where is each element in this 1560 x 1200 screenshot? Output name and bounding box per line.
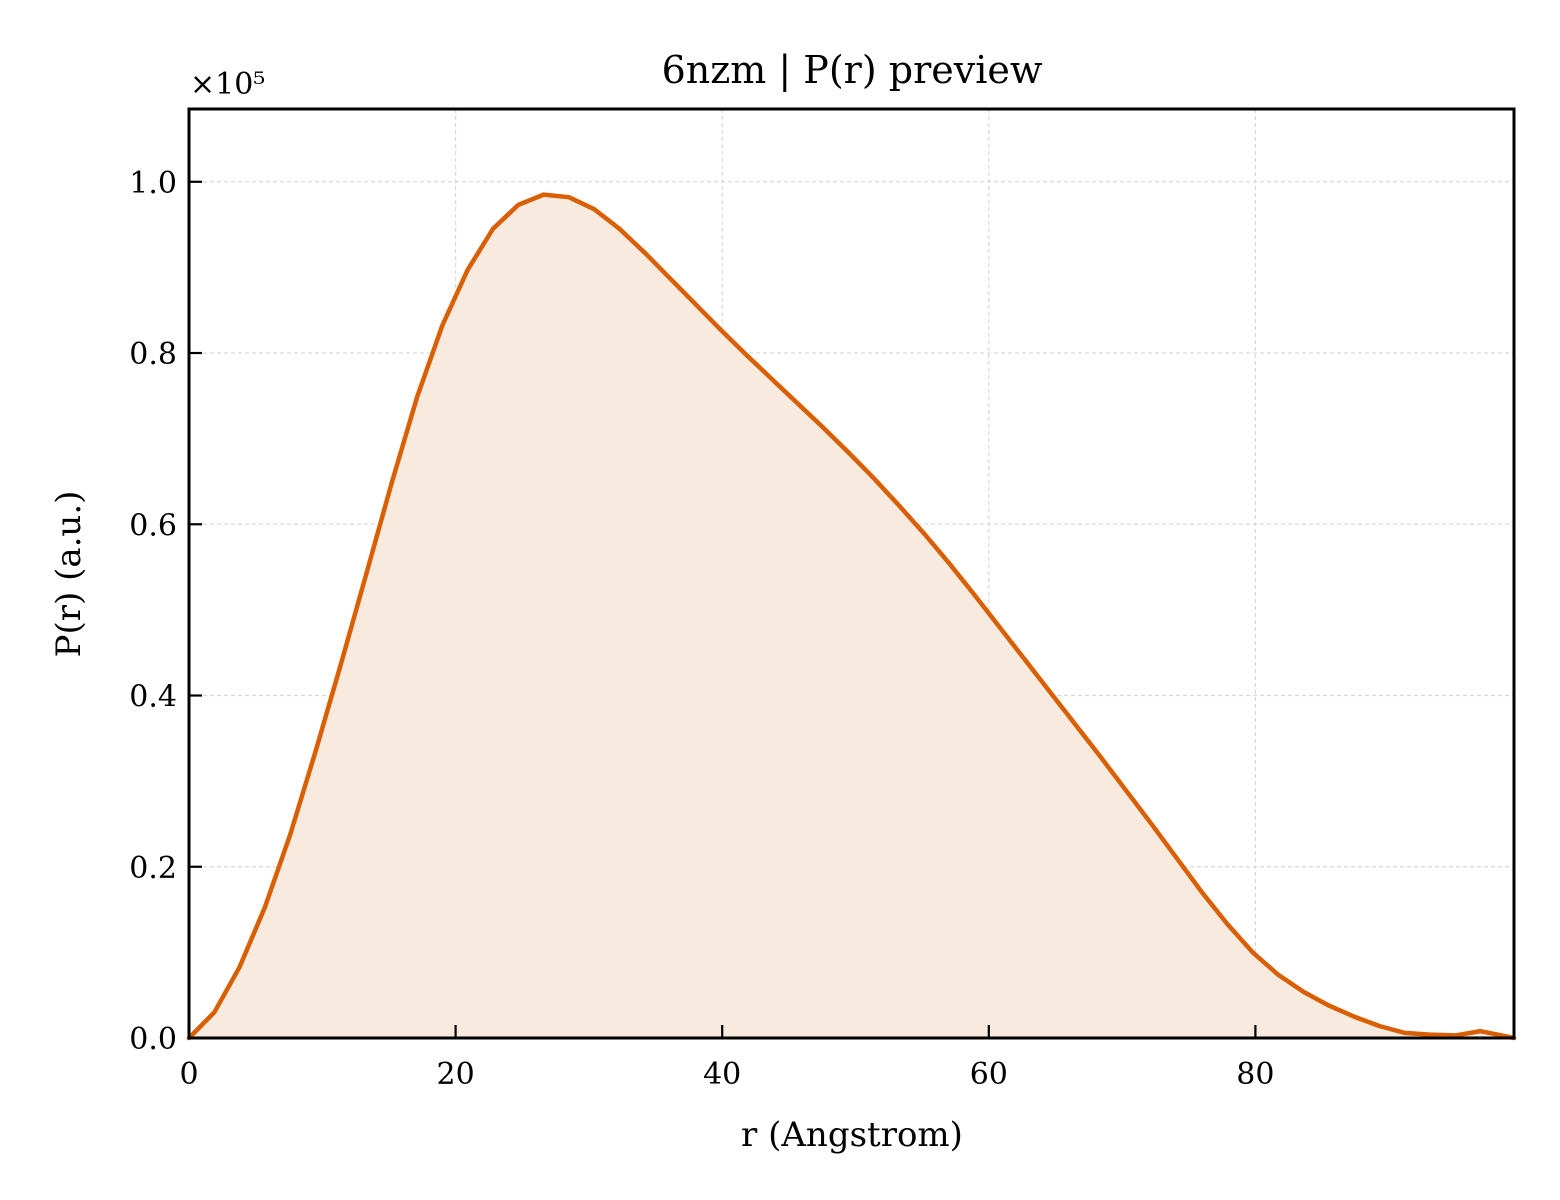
x-axis-label: r (Angstrom) — [741, 1115, 963, 1155]
y-tick-label: 0.0 — [129, 1022, 177, 1057]
y-offset-label: ×10⁵ — [190, 67, 265, 102]
series-line — [186, 192, 1517, 1041]
y-tick-label: 0.6 — [129, 508, 177, 543]
plot-frame — [187, 107, 1516, 1040]
tick-marks — [187, 180, 1257, 1040]
x-tick-label: 20 — [437, 1057, 475, 1092]
y-tick-label: 0.2 — [129, 851, 177, 886]
x-tick-label: 60 — [970, 1057, 1008, 1092]
y-tick-label: 0.4 — [129, 680, 177, 715]
x-tick-label: 0 — [179, 1057, 198, 1092]
x-tick-labels: 0 20 40 60 80 — [179, 1057, 1274, 1092]
y-tick-label: 1.0 — [129, 166, 177, 201]
y-tick-label: 0.8 — [129, 337, 177, 372]
x-tick-label: 80 — [1236, 1057, 1274, 1092]
y-axis-label: P(r) (a.u.) — [49, 491, 89, 658]
chart-title: 6nzm | P(r) preview — [662, 48, 1043, 92]
y-tick-labels: 0.0 0.2 0.4 0.6 0.8 1.0 — [129, 166, 177, 1057]
x-tick-label: 40 — [703, 1057, 741, 1092]
area-fill — [189, 194, 1514, 1038]
